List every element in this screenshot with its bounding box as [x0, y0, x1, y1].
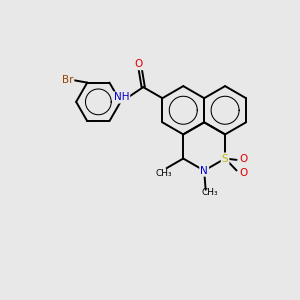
Text: O: O	[239, 154, 247, 164]
Text: Br: Br	[62, 75, 73, 85]
Text: CH₃: CH₃	[202, 188, 218, 196]
Text: S: S	[222, 154, 228, 164]
Text: CH₃: CH₃	[155, 169, 172, 178]
Text: O: O	[135, 59, 143, 69]
Text: NH: NH	[114, 92, 129, 102]
Text: O: O	[239, 168, 247, 178]
Text: N: N	[200, 166, 208, 176]
